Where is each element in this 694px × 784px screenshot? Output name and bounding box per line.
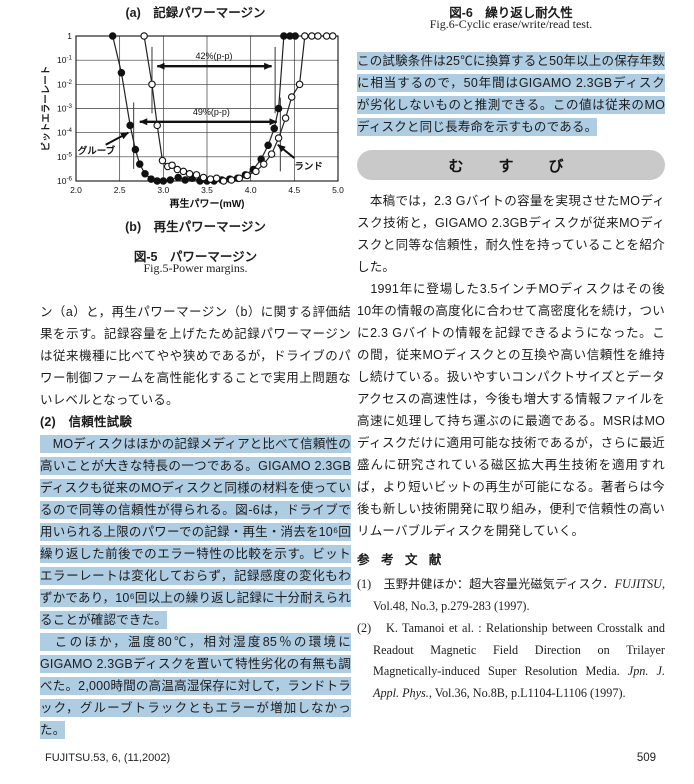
references-list: (1) 玉野井健ほか：超大容量光磁気ディスク．FUJITSU, Vol.48, …: [357, 574, 665, 705]
paragraph: ン（a）と，再生パワーマージン（b）に関する評価結果を示す。記録容量を上げたため…: [40, 305, 351, 407]
highlighted-paragraph: この試験条件は25℃に換算すると50年以上の保存年数に相当するので，50年間はG…: [357, 50, 666, 138]
footer-page-number: 509: [636, 752, 656, 764]
figure5-chart-area: 1 10-1 10-2 10-3 10-4 10-5 10-6 2.0 2.5 3.0 3.5 4.0…: [40, 26, 351, 214]
left-body-text: ン（a）と，再生パワーマージン（b）に関する評価結果を示す。記録容量を上げたため…: [40, 301, 352, 741]
right-highlight-block: この試験条件は25℃に換算すると50年以上の保存年数に相当するので，50年間はG…: [357, 50, 666, 138]
figure6-caption-en: Fig.6-Cyclic erase/write/read test.: [429, 17, 593, 31]
svg-text:2.0: 2.0: [70, 185, 82, 195]
svg-text:10-5: 10-5: [57, 151, 73, 162]
figure5-caption-en: Fig.5-Power margins.: [143, 261, 248, 275]
figure5-caption-ja: 図-5 パワーマージン: [133, 250, 258, 264]
highlight-span: この試験条件は25℃に換算すると50年以上の保存年数に相当するので，50年間はG…: [357, 52, 666, 136]
figure5b-caption: (b) 再生パワーマージン: [125, 220, 266, 234]
reference-item: (2) K. Tamanoi et al. : Relationship bet…: [357, 621, 665, 700]
right-body-text: 本稿では，2.3 Gバイトの容量を実現させたMOディスク技術と，GIGAMO 2…: [357, 190, 665, 542]
svg-text:グルーブ: グルーブ: [78, 145, 116, 157]
svg-text:10-3: 10-3: [57, 103, 73, 114]
conclusion-heading-text: む す び: [448, 158, 574, 175]
figure5a-caption: (a) 記録パワーマージン: [125, 6, 266, 20]
figure6-caption-ja: 図-6 繰り返し耐久性: [449, 6, 573, 20]
conclusion-heading-pill: む す び: [357, 150, 665, 180]
svg-text:10-2: 10-2: [57, 79, 73, 90]
svg-text:49%(p-p): 49%(p-p): [193, 107, 230, 117]
svg-text:10-6: 10-6: [57, 176, 73, 187]
highlight-span: MOディスクはほかの記録メディアと比べて信頼性の高いことが大きな特長の一つである…: [40, 435, 352, 629]
svg-text:4.5: 4.5: [288, 185, 300, 195]
svg-text:42%(p-p): 42%(p-p): [195, 51, 232, 61]
fig5-power-margin-chart: 1 10-1 10-2 10-3 10-4 10-5 10-62.0 2.5 3.0 3.5 4.0…: [40, 31, 344, 210]
svg-text:ビットエラーレート: ビットエラーレート: [40, 66, 52, 152]
svg-text:2.5: 2.5: [114, 185, 126, 195]
paragraph: 1991年に登場した3.5インチMOディスクはその後10年の情報の高度化に合わせ…: [357, 282, 665, 538]
svg-text:10-4: 10-4: [57, 127, 73, 137]
svg-text:ランド: ランド: [294, 162, 323, 173]
highlighted-paragraph: このほか，温度80℃，相対湿度85％の環境にGIGAMO 2.3GBディスクを置…: [40, 631, 351, 741]
svg-text:再生パワー(mW): 再生パワー(mW): [170, 197, 245, 210]
paragraph: 本稿では，2.3 Gバイトの容量を実現させたMOディスク技術と，GIGAMO 2…: [357, 194, 665, 274]
highlighted-paragraph: MOディスクはほかの記録メディアと比べて信頼性の高いことが大きな特長の一つである…: [40, 433, 352, 631]
svg-text:5.0: 5.0: [332, 185, 344, 195]
reference-item: (1) 玉野井健ほか：超大容量光磁気ディスク．FUJITSU, Vol.48, …: [357, 577, 665, 613]
svg-text:10-1: 10-1: [57, 55, 73, 66]
svg-text:3.0: 3.0: [157, 185, 169, 195]
svg-text:1: 1: [67, 31, 72, 41]
highlight-span: このほか，温度80℃，相対湿度85％の環境にGIGAMO 2.3GBディスクを置…: [40, 633, 351, 739]
footer-journal-info: FUJITSU.53, 6, (11,2002): [45, 752, 171, 764]
section-subheading: (2) 信頼性試験: [40, 415, 133, 429]
svg-text:4.0: 4.0: [245, 185, 257, 195]
svg-text:3.5: 3.5: [201, 185, 213, 195]
references-title: 参 考 文 献: [357, 553, 446, 567]
